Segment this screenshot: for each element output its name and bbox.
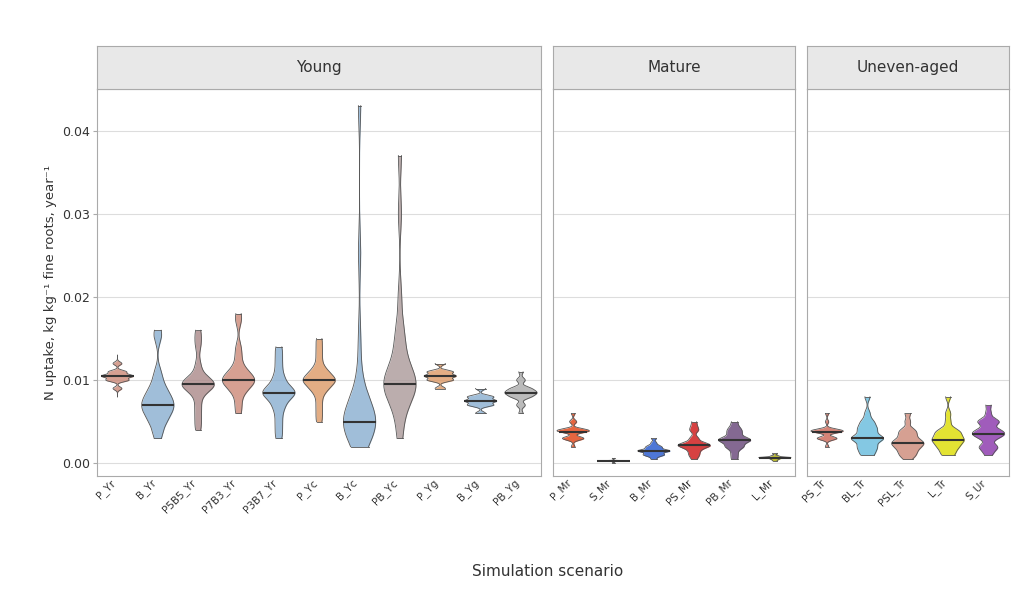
Text: Uneven-aged: Uneven-aged bbox=[857, 60, 958, 75]
Text: Simulation scenario: Simulation scenario bbox=[472, 564, 624, 578]
Text: Mature: Mature bbox=[647, 60, 700, 75]
Text: Young: Young bbox=[296, 60, 342, 75]
Y-axis label: N uptake, kg kg⁻¹ fine roots, year⁻¹: N uptake, kg kg⁻¹ fine roots, year⁻¹ bbox=[44, 165, 56, 400]
